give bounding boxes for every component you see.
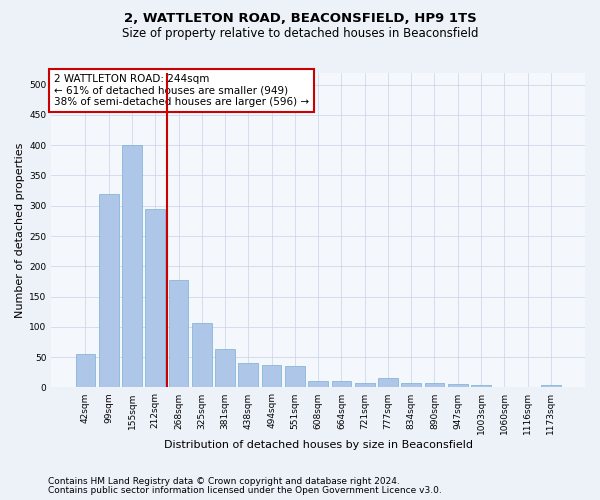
Bar: [401, 383, 421, 388]
Bar: [541, 385, 561, 388]
Text: Size of property relative to detached houses in Beaconsfield: Size of property relative to detached ho…: [122, 28, 478, 40]
Bar: [494, 387, 514, 388]
Bar: [169, 280, 188, 388]
Bar: [471, 385, 491, 388]
Bar: [355, 382, 374, 388]
Bar: [285, 366, 305, 388]
Bar: [332, 381, 352, 388]
Text: 2 WATTLETON ROAD: 244sqm
← 61% of detached houses are smaller (949)
38% of semi-: 2 WATTLETON ROAD: 244sqm ← 61% of detach…: [54, 74, 309, 108]
Text: 2, WATTLETON ROAD, BEACONSFIELD, HP9 1TS: 2, WATTLETON ROAD, BEACONSFIELD, HP9 1TS: [124, 12, 476, 26]
Bar: [518, 387, 538, 388]
Y-axis label: Number of detached properties: Number of detached properties: [15, 142, 25, 318]
Bar: [145, 209, 165, 388]
Text: Contains public sector information licensed under the Open Government Licence v3: Contains public sector information licen…: [48, 486, 442, 495]
Bar: [425, 382, 445, 388]
Bar: [448, 384, 467, 388]
Bar: [378, 378, 398, 388]
Bar: [262, 365, 281, 388]
Bar: [122, 145, 142, 388]
X-axis label: Distribution of detached houses by size in Beaconsfield: Distribution of detached houses by size …: [164, 440, 473, 450]
Bar: [192, 322, 212, 388]
Bar: [238, 362, 258, 388]
Bar: [308, 381, 328, 388]
Text: Contains HM Land Registry data © Crown copyright and database right 2024.: Contains HM Land Registry data © Crown c…: [48, 477, 400, 486]
Bar: [76, 354, 95, 388]
Bar: [99, 194, 119, 388]
Bar: [215, 350, 235, 388]
